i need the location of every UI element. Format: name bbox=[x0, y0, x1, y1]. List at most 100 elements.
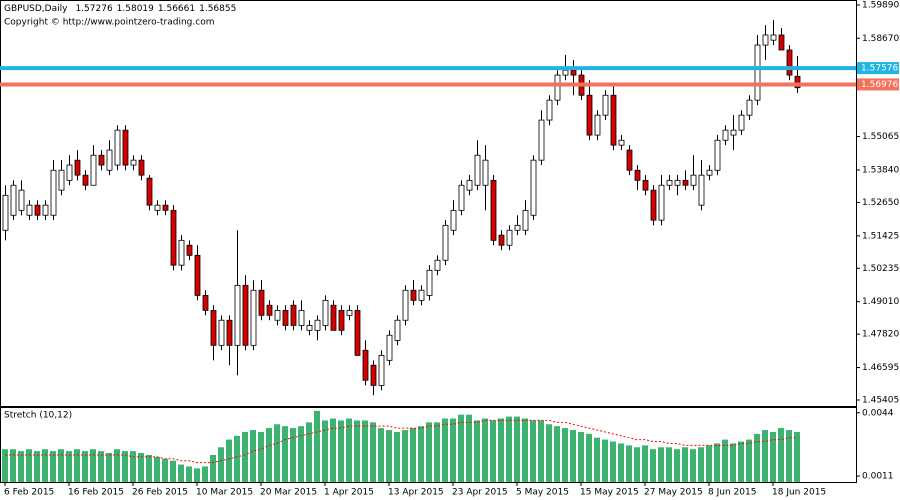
histogram-bar bbox=[410, 428, 416, 482]
candle-body bbox=[250, 289, 257, 346]
histogram-bar bbox=[522, 418, 528, 482]
histogram-bar bbox=[162, 458, 168, 482]
x-tick-label: 27 May 2015 bbox=[644, 488, 703, 498]
candle-body bbox=[50, 169, 57, 216]
y-tick-label: 1.45405 bbox=[862, 396, 899, 406]
candle-body bbox=[290, 304, 297, 326]
candle-body bbox=[90, 154, 97, 186]
candle-body bbox=[114, 129, 121, 166]
histogram-bar bbox=[82, 451, 88, 482]
y-tick-label: 1.55065 bbox=[862, 132, 899, 142]
histogram-bar bbox=[290, 428, 296, 482]
candle-body bbox=[466, 179, 473, 191]
level-label: 1.56976 bbox=[861, 80, 898, 90]
y-tick-label: 1.53840 bbox=[862, 165, 899, 175]
candle-body bbox=[394, 319, 401, 341]
histogram-bar bbox=[466, 414, 472, 482]
histogram-bar bbox=[210, 454, 216, 482]
level-label-box bbox=[857, 62, 899, 75]
x-tick-label: 6 Feb 2015 bbox=[4, 488, 54, 498]
candle-body bbox=[682, 179, 689, 186]
candle-body bbox=[650, 189, 657, 221]
histogram-bar bbox=[634, 447, 640, 482]
y-tick-label: 1.47820 bbox=[862, 330, 899, 340]
histogram-bar bbox=[338, 420, 344, 482]
candle-body bbox=[730, 129, 737, 136]
candle-body bbox=[218, 319, 225, 346]
histogram-bar bbox=[186, 466, 192, 482]
candle-body bbox=[2, 194, 9, 231]
histogram-bar bbox=[10, 449, 16, 482]
y-tick-label: 1.46595 bbox=[862, 363, 899, 373]
candle-body bbox=[698, 174, 705, 206]
histogram-bar bbox=[530, 420, 536, 482]
candle-body bbox=[402, 289, 409, 321]
histogram-bar bbox=[50, 451, 56, 482]
indicator-panel bbox=[0, 407, 857, 483]
x-tick-label: 1 Apr 2015 bbox=[324, 488, 374, 498]
candle-body bbox=[66, 164, 73, 181]
histogram-bar bbox=[794, 431, 800, 482]
header-part: 1.56855 bbox=[199, 4, 236, 14]
candle-body bbox=[674, 179, 681, 186]
candle-body bbox=[562, 69, 569, 76]
histogram-bar bbox=[58, 449, 64, 482]
histogram-bar bbox=[458, 414, 464, 482]
candle-body bbox=[202, 295, 209, 311]
y-tick-label: 1.59890 bbox=[862, 0, 899, 10]
x-tick-label: 8 Jun 2015 bbox=[708, 488, 756, 498]
x-tick-label: 26 Feb 2015 bbox=[132, 488, 188, 498]
candle-body bbox=[634, 169, 641, 181]
candle-body bbox=[362, 349, 369, 381]
histogram-bar bbox=[202, 466, 208, 482]
histogram-bar bbox=[18, 451, 24, 482]
histogram-bar bbox=[426, 422, 432, 482]
candle-body bbox=[138, 159, 145, 176]
candle-body bbox=[554, 74, 561, 101]
histogram-bar bbox=[754, 433, 760, 482]
y-tick-label: 1.49010 bbox=[862, 297, 899, 307]
x-tick-label: 10 Mar 2015 bbox=[196, 488, 253, 498]
histogram-bar bbox=[146, 454, 152, 482]
candle-body bbox=[738, 114, 745, 131]
histogram-bar bbox=[122, 451, 128, 482]
candle-body bbox=[170, 209, 177, 266]
candle-body bbox=[458, 184, 465, 211]
header-part: 1.56661 bbox=[158, 4, 195, 14]
histogram-bar bbox=[610, 441, 616, 482]
candle-body bbox=[378, 355, 385, 386]
candle-body bbox=[130, 159, 137, 166]
histogram-bar bbox=[690, 449, 696, 482]
header-part: 1.57276 bbox=[75, 4, 112, 14]
x-tick-label: 18 Jun 2015 bbox=[772, 488, 826, 498]
x-tick-label: 15 May 2015 bbox=[580, 488, 639, 498]
candle-body bbox=[306, 325, 313, 331]
x-tick-label: 20 Mar 2015 bbox=[260, 488, 317, 498]
y-tick-label: 1.58670 bbox=[862, 34, 899, 44]
histogram-bar bbox=[34, 451, 40, 482]
candle-body bbox=[754, 44, 761, 101]
candle-body bbox=[338, 310, 345, 331]
histogram-bar bbox=[386, 430, 392, 482]
histogram-bar bbox=[242, 431, 248, 482]
x-tick-label: 23 Apr 2015 bbox=[452, 488, 508, 498]
candle-body bbox=[546, 99, 553, 121]
histogram-bar bbox=[618, 443, 624, 482]
level-label-box bbox=[857, 78, 899, 91]
candle-body bbox=[82, 174, 89, 186]
candle-body bbox=[434, 259, 441, 271]
candle-body bbox=[610, 94, 617, 146]
signal-line bbox=[5, 419, 797, 464]
histogram-bar bbox=[218, 447, 224, 482]
candle-body bbox=[18, 189, 25, 211]
histogram-bar bbox=[482, 418, 488, 482]
histogram-bar bbox=[282, 426, 288, 482]
histogram-bar bbox=[674, 449, 680, 482]
candle-body bbox=[98, 154, 105, 166]
candle-body bbox=[666, 179, 673, 186]
candle-body bbox=[594, 114, 601, 136]
histogram-bar bbox=[474, 420, 480, 482]
candle-body bbox=[266, 304, 273, 316]
candle-body bbox=[474, 154, 481, 186]
candle-body bbox=[162, 204, 169, 211]
